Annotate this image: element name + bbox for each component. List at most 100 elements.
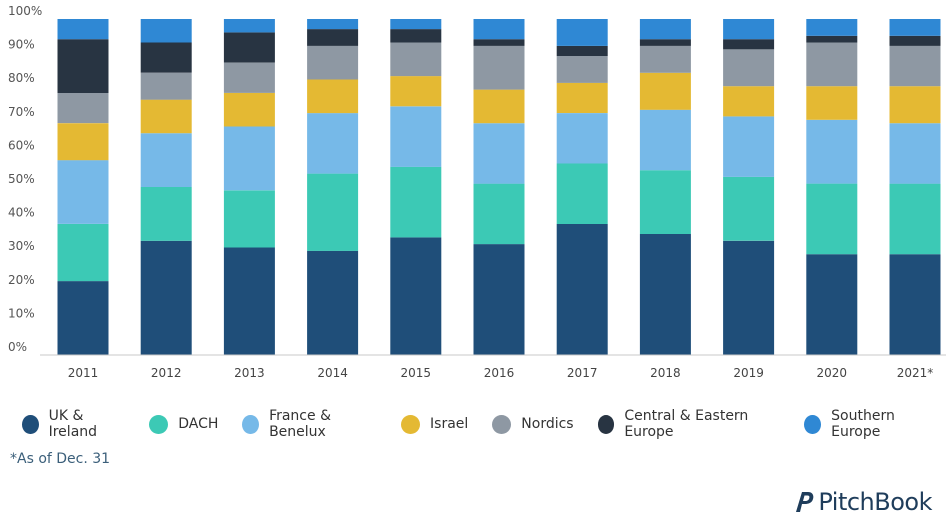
bar-segment [390,76,442,107]
bar-segment [307,29,359,46]
y-tick-label: 40% [8,206,35,220]
legend-label: Central & Eastern Europe [624,408,749,440]
bar-segment [723,19,775,40]
bar-segment [806,35,858,43]
y-tick-label: 30% [8,239,35,253]
bar-segment [556,224,608,355]
pitchbook-mark-icon [796,492,814,512]
legend-swatch [804,414,822,434]
pitchbook-logo: PitchBook [792,488,932,516]
bar-segment [473,183,525,245]
bar-segment [473,19,525,40]
bar-segment [639,72,691,110]
bar-segment [390,237,442,355]
bar-segment [723,39,775,50]
x-tick-label: 2015 [401,366,432,380]
bar-segment [307,79,359,114]
stacked-bar-chart: 0%10%20%30%40%50%60%70%80%90%100% 2011 20… [8,4,946,380]
bar-segment [57,39,109,93]
legend-item: UK & Ireland [22,408,125,440]
bar-segment [307,250,359,355]
bars [57,19,941,355]
legend-swatch [597,414,615,434]
x-tick-label: 2019 [733,366,764,380]
bar-segment [140,240,192,355]
bar-segment [556,19,608,46]
bar-segment [473,39,525,46]
legend-label: Israel [430,416,469,432]
legend-item: France & Benelux [242,408,377,440]
bar-segment [556,45,608,56]
bar-segment [390,29,442,43]
legend-item: Southern Europe [804,408,934,440]
x-tick-label: 2020 [817,366,848,380]
bar-segment [889,19,941,36]
y-tick-label: 60% [8,138,35,152]
bar-segment [140,72,192,100]
bar-segment [556,113,608,164]
bar-segment [390,19,442,30]
bar-segment [556,163,608,224]
legend-item: Israel [401,414,469,434]
bar-segment [806,19,858,36]
bar-segment [639,109,691,171]
bar-segment [889,123,941,184]
bar-segment [140,19,192,43]
bar-segment [57,92,109,124]
bar-segment [223,92,275,127]
bar-segment [57,123,109,161]
bar-segment [140,133,192,187]
legend-label: Nordics [521,416,574,432]
x-tick-label: 2017 [567,366,598,380]
bar-segment [223,62,275,93]
x-tick-label: 2014 [317,366,348,380]
bar-segment [806,42,858,87]
x-tick-label: 2012 [151,366,182,380]
legend-swatch [492,414,512,434]
bar-segment [140,99,192,134]
bar-segment [639,39,691,46]
footnote: *As of Dec. 31 [10,451,111,467]
bar-segment [473,123,525,184]
bar-segment [889,86,941,124]
bar-segment [889,35,941,46]
legend-item: Central & Eastern Europe [597,408,781,440]
bar-segment [223,19,275,33]
bar-segment [390,42,442,77]
bar-segment [57,19,109,40]
bar-segment [140,187,192,241]
bar-segment [307,113,359,174]
bar-segment [57,224,109,282]
bar-segment [223,126,275,191]
bar-segment [223,190,275,248]
bar-segment [723,49,775,87]
bar-segment [723,240,775,355]
bar-segment [723,176,775,241]
legend-swatch [22,414,39,434]
y-tick-label: 0% [8,340,27,354]
bar-segment [307,19,359,30]
bar-segment [390,106,442,167]
bar-segment [223,32,275,63]
legend-label: DACH [178,416,219,432]
bar-segment [889,45,941,87]
y-tick-label: 50% [8,172,35,186]
legend-swatch [401,414,421,434]
x-tick-label: 2016 [484,366,515,380]
y-tick-label: 70% [8,105,35,119]
legend-label: France & Benelux [269,408,331,440]
bar-segment [57,281,109,355]
bar-segment [723,116,775,177]
legend: UK & Ireland DACH France & Benelux Israel No… [22,408,948,440]
y-tick-label: 20% [8,273,35,287]
bar-segment [639,170,691,234]
x-tick-label: 2021* [897,366,934,380]
bar-segment [473,45,525,90]
y-tick-label: 90% [8,38,35,52]
bar-segment [473,244,525,355]
legend-item: Nordics [492,414,574,434]
y-tick-label: 10% [8,306,35,320]
bar-segment [57,160,109,224]
x-tick-label: 2018 [650,366,681,380]
bar-segment [556,56,608,83]
